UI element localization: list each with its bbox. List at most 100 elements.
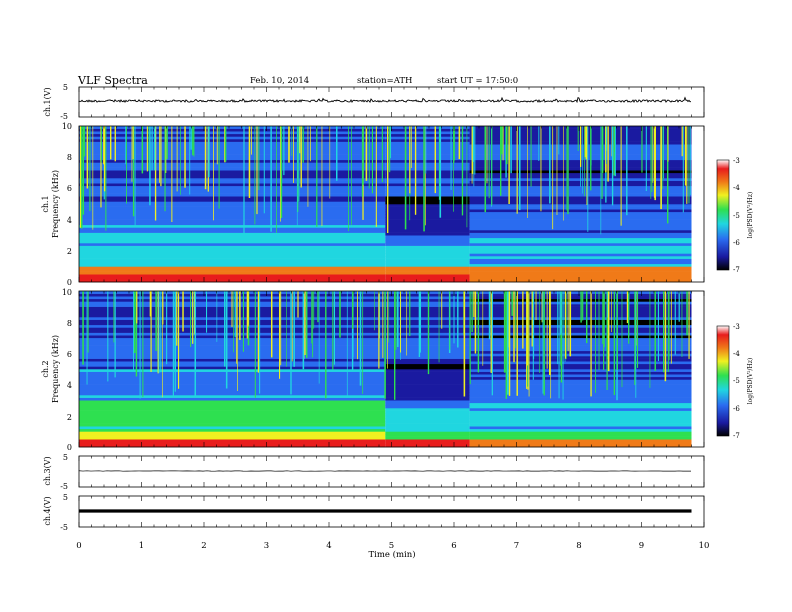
ch4v-ytick-bottom: -5	[60, 523, 68, 532]
sferic-streak	[149, 126, 151, 206]
sferic-streak	[387, 126, 389, 233]
ch2-cb-tick-m7: -7	[733, 432, 740, 440]
sferic-streak	[258, 126, 260, 191]
sferic-streak	[409, 126, 411, 194]
spectrogram-band	[385, 162, 470, 166]
spectrogram-band	[385, 183, 470, 187]
ch1v-ylabel: ch.1(V)	[43, 87, 52, 116]
spectrogram-band	[79, 133, 386, 137]
ch1-ylabel-frequency: Frequency (kHz)	[51, 170, 60, 238]
spectrogram-band	[385, 421, 470, 424]
sferic-streak	[346, 291, 348, 398]
sferic-streak	[114, 291, 116, 378]
sferic-streak	[649, 291, 651, 388]
sferic-streak	[192, 291, 194, 344]
spectrogram-band	[385, 133, 470, 137]
spectrogram-band	[469, 204, 692, 207]
spectrogram-band	[79, 248, 386, 252]
spectrogram-band	[469, 327, 692, 331]
sferic-streak	[605, 126, 607, 164]
spectrogram-band	[385, 322, 470, 326]
sferic-streak	[454, 126, 456, 161]
spectrogram-band	[385, 408, 470, 411]
ch1v-ytick-bottom: -5	[60, 112, 68, 121]
spectrogram-band	[79, 421, 386, 424]
sferic-streak	[511, 291, 513, 316]
sferic-streak	[82, 291, 84, 365]
sferic-streak	[603, 291, 605, 371]
sferic-streak	[477, 291, 480, 373]
sferic-streak	[100, 126, 102, 163]
sferic-streak	[654, 291, 656, 371]
sferic-streak	[667, 126, 669, 224]
sferic-streak	[562, 291, 564, 400]
sferic-streak	[513, 291, 515, 363]
spectrogram-band	[385, 436, 470, 440]
sferic-streak	[271, 291, 273, 358]
spectrogram-band	[469, 256, 692, 259]
sferic-streak	[654, 126, 656, 201]
sferic-streak	[662, 126, 664, 190]
sferic-streak	[362, 126, 364, 185]
sferic-streak	[450, 126, 452, 190]
sferic-streak	[580, 291, 582, 323]
sferic-streak	[505, 291, 507, 399]
sferic-streak	[501, 126, 503, 155]
ch2-ytick-0: 0	[67, 443, 72, 452]
spectrogram-band	[79, 423, 386, 427]
spectrogram-band	[79, 439, 386, 443]
sferic-streak	[352, 291, 354, 329]
x-tick-label: 3	[264, 541, 269, 551]
no-data-region	[691, 126, 704, 282]
spectrogram-band	[79, 180, 386, 184]
spectrogram-band	[79, 131, 386, 135]
sferic-streak	[193, 126, 195, 157]
sferic-streak	[667, 291, 669, 372]
sferic-streak	[329, 126, 331, 199]
spectrogram-band	[385, 206, 470, 210]
spectrogram-band	[385, 361, 470, 365]
ch2-ytick-2: 2	[67, 413, 72, 422]
spectrogram-band	[385, 136, 470, 140]
spectrogram-band	[385, 296, 470, 300]
sferic-streak	[298, 126, 300, 202]
sferic-streak	[256, 126, 258, 215]
sferic-streak	[598, 291, 600, 370]
sferic-streak	[463, 291, 466, 397]
spectrogram-band	[469, 279, 692, 283]
ch3v-ytick-bottom: -5	[60, 482, 68, 491]
sferic-streak	[384, 291, 386, 399]
spectrogram-band	[385, 219, 470, 223]
date-label: Feb. 10, 2014	[250, 76, 309, 86]
sferic-streak	[607, 126, 609, 182]
spectrogram-band	[469, 421, 692, 424]
sferic-streak	[611, 291, 612, 333]
spectrogram-band	[469, 250, 692, 254]
sferic-streak	[438, 126, 440, 200]
spectrogram-band	[79, 335, 386, 339]
spectrogram-band	[469, 350, 692, 354]
spectrogram-band	[469, 232, 692, 236]
ch1-colorbar-frame	[716, 159, 730, 271]
spectrogram-band	[79, 274, 386, 278]
spectrogram-band	[385, 263, 470, 267]
sferic-streak	[563, 126, 564, 221]
sferic-streak	[139, 291, 141, 399]
sferic-streak	[236, 291, 237, 364]
sferic-streak	[233, 291, 234, 353]
ch2-spectrogram-panel: 10 8 6 4 2 0 ch.2 Frequency (kHz)	[41, 288, 705, 452]
spectrogram-band	[79, 428, 386, 432]
spectrogram-band	[385, 248, 470, 252]
spectrogram-band	[385, 128, 470, 132]
sferic-streak	[531, 291, 533, 347]
sferic-streak	[239, 291, 241, 340]
spectrogram-band	[385, 256, 470, 259]
sferic-streak	[567, 126, 569, 215]
spectrogram-band	[385, 410, 470, 414]
spectrogram-band	[469, 322, 692, 326]
spectrogram-band	[385, 402, 470, 406]
spectrogram-band	[469, 266, 692, 270]
spectrogram-band	[385, 276, 470, 280]
spectrogram-band	[79, 204, 386, 207]
spectrogram-band	[79, 387, 386, 391]
